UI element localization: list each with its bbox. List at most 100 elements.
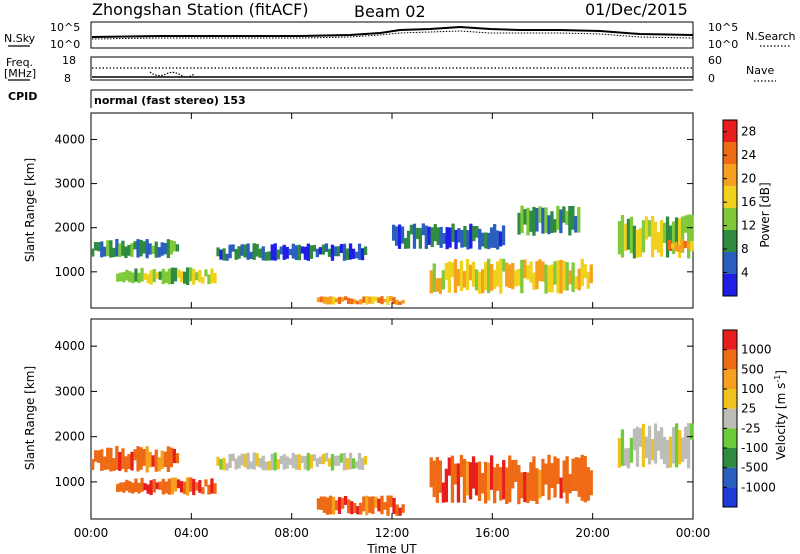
range-gate-column <box>550 211 554 233</box>
data-region <box>216 243 368 261</box>
colorbar-swatch <box>723 274 737 296</box>
data-region <box>116 267 217 285</box>
range-gate-column <box>279 456 283 465</box>
data-region <box>316 296 405 305</box>
colorbar-swatch <box>723 252 737 274</box>
range-gate-column <box>687 214 691 259</box>
range-gate-column <box>517 268 521 286</box>
range-gate-column <box>368 296 372 304</box>
range-gate-column <box>183 481 187 495</box>
range-gate-column <box>210 268 214 284</box>
range-gate-column <box>91 459 95 470</box>
range-gate-column <box>577 268 581 291</box>
range-gate-column <box>167 268 172 285</box>
range-gate-column <box>392 224 396 241</box>
range-gate-column <box>189 477 193 492</box>
velocity-heatmap-layer <box>91 423 694 516</box>
colorbar-swatch <box>723 186 737 208</box>
range-gate-column <box>668 225 673 251</box>
range-gate-column <box>395 504 399 516</box>
range-gate-column <box>136 446 140 472</box>
range-gate-column <box>133 241 137 250</box>
range-gate-column <box>100 241 104 258</box>
range-gate-column <box>456 269 461 286</box>
range-gate-column <box>632 428 637 451</box>
range-gate-column <box>466 230 470 250</box>
range-gate-column <box>553 261 557 285</box>
range-gate-column <box>122 482 126 493</box>
freq-panel-frame <box>90 56 694 81</box>
range-gate-column <box>520 472 524 499</box>
colorbar-swatch <box>723 389 737 409</box>
range-gate-column <box>520 205 524 234</box>
range-gate-column <box>435 457 439 503</box>
range-gate-column <box>538 469 542 499</box>
range-gate-column <box>325 497 330 515</box>
range-gate-column <box>471 456 476 489</box>
range-gate-column <box>418 227 422 249</box>
colorbar-tick-label: 500 <box>741 362 764 376</box>
colorbar-tick-label: -1000 <box>741 480 776 494</box>
range-gate-column <box>656 431 661 451</box>
range-gate-column <box>151 245 155 254</box>
data-region <box>517 205 581 236</box>
beam-label: Beam 02 <box>354 2 426 21</box>
colorbar-frame <box>722 119 738 297</box>
range-gate-column <box>511 262 515 290</box>
range-gate-column <box>678 430 682 465</box>
range-gate-column <box>139 239 143 257</box>
range-gate-column <box>347 499 351 514</box>
range-gate-column <box>493 467 497 504</box>
range-gate-column <box>689 241 694 252</box>
range-gate-column <box>499 258 503 294</box>
range-gate-column <box>312 244 316 252</box>
range-gate-column <box>577 457 581 497</box>
range-gate-column <box>267 251 271 261</box>
range-gate-column <box>568 206 572 236</box>
range-gate-column <box>344 496 348 505</box>
range-gate-column <box>347 297 351 304</box>
range-gate-column <box>291 453 295 469</box>
range-gate-column <box>173 267 178 282</box>
range-gate-column <box>169 447 173 468</box>
range-gate-column <box>523 259 527 279</box>
range-gate-column <box>330 244 335 261</box>
range-gate-column <box>674 423 679 468</box>
nave-tick-bottom: 0 <box>708 72 715 85</box>
range-gate-column <box>125 269 129 281</box>
range-gate-column <box>623 448 628 466</box>
range-gate-column <box>380 296 384 305</box>
range-gate-column <box>195 272 199 281</box>
range-gate-column <box>538 206 542 223</box>
range-gate-column <box>164 481 168 494</box>
range-gate-column <box>465 258 470 291</box>
range-gate-column <box>115 238 119 257</box>
range-gate-column <box>130 451 134 471</box>
data-region <box>91 238 180 259</box>
range-gate-column <box>620 429 625 466</box>
range-gate-column <box>448 227 452 248</box>
x-tick-label: 08:00 <box>274 526 309 540</box>
range-gate-column <box>115 445 119 470</box>
nsky-tick-top: 10^5 <box>50 21 80 34</box>
range-gate-column <box>285 246 289 259</box>
range-gate-column <box>421 223 425 236</box>
colorbar-swatch <box>723 120 737 142</box>
range-gate-column <box>481 473 485 494</box>
range-gate-column <box>198 480 202 493</box>
range-gate-column <box>322 496 327 513</box>
nsearch-label: N.Search <box>746 30 796 43</box>
range-gate-column <box>318 247 323 255</box>
range-gate-column <box>169 240 173 255</box>
y-tick-label: 4000 <box>54 339 85 353</box>
range-gate-column <box>617 221 622 255</box>
range-gate-column <box>341 297 345 302</box>
range-gate-column <box>620 215 625 258</box>
range-gate-column <box>435 278 439 292</box>
range-gate-column <box>577 207 581 233</box>
range-gate-column <box>231 453 235 462</box>
range-gate-column <box>681 216 685 253</box>
range-gate-column <box>297 454 301 470</box>
range-gate-column <box>468 462 473 500</box>
range-gate-column <box>493 224 497 248</box>
